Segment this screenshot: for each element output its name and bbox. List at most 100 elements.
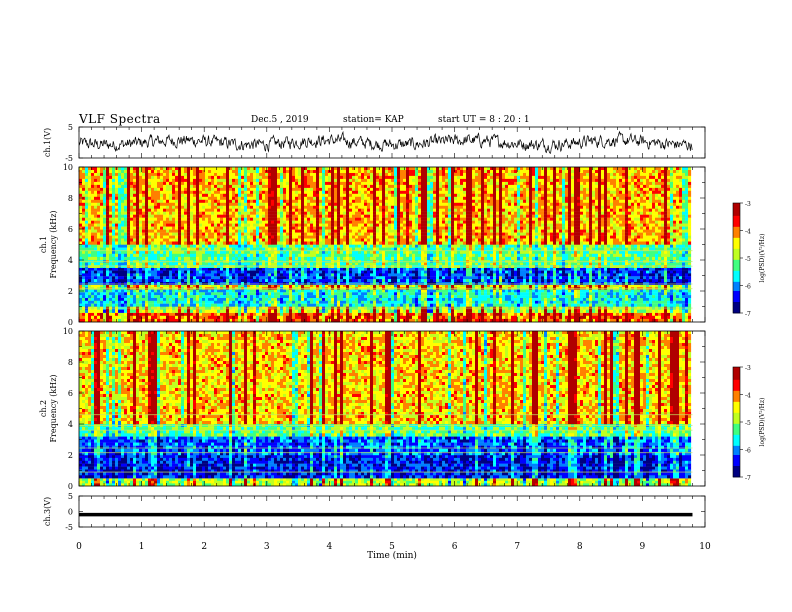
ch1-spectrogram-cell [184, 263, 187, 266]
ch1-spectrogram-cell [649, 301, 652, 304]
ch1-spectrogram-cell [187, 292, 190, 295]
ch1-spectrogram-cell [499, 292, 502, 295]
ch1-spectrogram-cell [652, 263, 655, 266]
ch1-spectrogram-cell [205, 282, 208, 285]
ch1-spectrogram-cell [352, 313, 355, 316]
ch1-spectrogram-cell [160, 271, 163, 274]
ch1-spectrogram-cell [148, 292, 151, 295]
ch1-spectrogram-cell [421, 285, 424, 288]
ch1-spectrogram-cell [205, 285, 208, 288]
ch1-spectrogram-cell [271, 282, 274, 285]
ch1-spectrogram-cell [226, 282, 229, 285]
ch1-spectrogram-cell [340, 268, 343, 271]
ch1-spectrogram-cell [544, 313, 547, 316]
ch1-spectrogram-cell [217, 295, 220, 298]
ch1-spectrogram-cell [532, 313, 535, 316]
ch1-spectrogram-cell [439, 276, 442, 279]
ch1-spectrogram-cell [466, 310, 469, 313]
ch1-spectrogram-cell [646, 304, 649, 307]
ch1-spectrogram-cell [271, 313, 274, 316]
ch1-spectrogram-cell [649, 316, 652, 319]
ch1-spectrogram-cell [448, 273, 451, 276]
ch1-spectrogram-cell [397, 273, 400, 276]
ch1-spectrogram-cell [613, 273, 616, 276]
ch1-spectrogram-cell [124, 282, 127, 285]
ch1-spectrogram-cell [493, 271, 496, 274]
ch1-spectrogram-cell [385, 271, 388, 274]
ch1-spectrogram-cell [586, 298, 589, 301]
ch1-spectrogram-cell [421, 271, 424, 274]
ch1-spectrogram-cell [496, 292, 499, 295]
ch1-spectrogram-cell [334, 263, 337, 266]
ch1-spectrogram-cell [451, 276, 454, 279]
ch1-spectrogram-cell [640, 276, 643, 279]
ch1-spectrogram-cell [595, 304, 598, 307]
ch1-spectrogram-cell [286, 282, 289, 285]
ch1-spectrogram-cell [397, 313, 400, 316]
ch1-spectrogram-cell [499, 263, 502, 266]
ch1-spectrogram-cell [280, 301, 283, 304]
ch1-spectrogram-cell [178, 295, 181, 298]
ch1-spectrogram-cell [658, 313, 661, 316]
ch1-spectrogram-cell [631, 292, 634, 295]
ch1-spectrogram-cell [241, 279, 244, 282]
ch1-spectrogram-cell [100, 273, 103, 276]
ch1-spectrogram-cell [370, 313, 373, 316]
ch1-spectrogram-cell [646, 310, 649, 313]
ch1-spectrogram-cell [658, 271, 661, 274]
ch1-spectrogram-cell [160, 298, 163, 301]
ch1-spectrogram-cell [583, 276, 586, 279]
ch1-spectrogram-cell [475, 268, 478, 271]
ch1-spectrogram-cell [265, 268, 268, 271]
ch1-spectrogram-cell [529, 316, 532, 319]
ch1-spectrogram-cell [415, 273, 418, 276]
ch1-spectrogram-cell [631, 285, 634, 288]
ch1-spectrogram-cell [187, 316, 190, 319]
ch1-spectrogram-cell [613, 310, 616, 313]
ch1-spectrogram-cell [139, 268, 142, 271]
ch1-spectrogram-cell [310, 310, 313, 313]
ch1-spectrogram-cell [253, 295, 256, 298]
ch1-spectrogram-cell [628, 298, 631, 301]
ch1-spectrogram-cell [484, 273, 487, 276]
ch1-spectrogram-cell [484, 282, 487, 285]
ch1-spectrogram-cell [247, 245, 250, 248]
ch1-spectrogram-cell [664, 271, 667, 274]
ch1-spectrogram-cell [343, 304, 346, 307]
ch1-spectrogram-cell [406, 316, 409, 319]
ch1-spectrogram-cell [220, 271, 223, 274]
ch1-spectrogram-cell [448, 263, 451, 266]
ch1-spectrogram-cell [436, 245, 439, 248]
ch1-spectrogram-cell [151, 316, 154, 319]
ch1-spectrogram-cell [271, 273, 274, 276]
ch1-spectrogram-cell [97, 295, 100, 298]
ch1-spectrogram-cell [85, 263, 88, 266]
ch1-spectrogram-cell [262, 292, 265, 295]
ch1-spectrogram-cell [622, 295, 625, 298]
ch1-spectrogram-cell [433, 310, 436, 313]
ch1-spectrogram-cell [475, 310, 478, 313]
ch1-spectrogram-cell [175, 263, 178, 266]
ch1-spectrogram-cell [475, 279, 478, 282]
ch1-spectrogram-cell [424, 310, 427, 313]
ch1-spectrogram-cell [163, 295, 166, 298]
ch1-spectrogram-cell [394, 289, 397, 292]
ch1-spectrogram-cell [112, 301, 115, 304]
ch1-spectrogram-cell [346, 310, 349, 313]
ch1-spectrogram-cell [145, 282, 148, 285]
ch1-spectrogram-cell [208, 279, 211, 282]
ch1-spectrogram-cell [346, 276, 349, 279]
ch1-spectrogram-cell [259, 245, 262, 248]
ch1-spectrogram-cell [184, 268, 187, 271]
ch1-spectrogram-cell [661, 273, 664, 276]
ch1-spectrogram-cell [520, 298, 523, 301]
ch1-spectrogram-cell [640, 313, 643, 316]
ch1-spectrogram-cell [679, 282, 682, 285]
ch1-spectrogram-cell [571, 245, 574, 248]
ch1-spectrogram-cell [313, 301, 316, 304]
ch1-spectrogram-cell [283, 276, 286, 279]
ch1-spectrogram-cell [562, 313, 565, 316]
ch1-spectrogram-cell [553, 285, 556, 288]
ch1-spectrogram-cell [664, 276, 667, 279]
ch1-spectrogram-cell [457, 292, 460, 295]
